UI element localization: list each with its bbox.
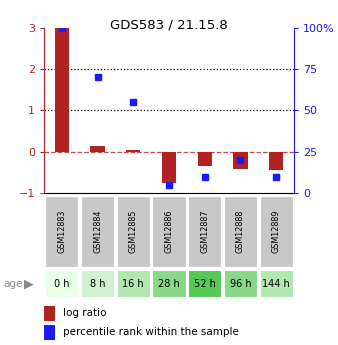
Bar bbox=[45, 196, 78, 267]
Bar bbox=[45, 270, 78, 297]
Bar bbox=[224, 196, 257, 267]
Bar bbox=[44, 306, 55, 321]
Text: log ratio: log ratio bbox=[63, 308, 106, 318]
Bar bbox=[90, 146, 105, 152]
Bar bbox=[55, 28, 69, 152]
Text: 8 h: 8 h bbox=[90, 279, 105, 289]
Bar bbox=[269, 152, 283, 170]
Bar bbox=[162, 152, 176, 183]
Text: age: age bbox=[3, 279, 23, 289]
Bar bbox=[81, 270, 114, 297]
Text: GSM12889: GSM12889 bbox=[272, 209, 281, 253]
Text: GSM12888: GSM12888 bbox=[236, 209, 245, 253]
Bar bbox=[233, 152, 248, 169]
Bar bbox=[126, 150, 140, 152]
Text: GSM12883: GSM12883 bbox=[57, 209, 66, 253]
Bar bbox=[152, 196, 186, 267]
Bar bbox=[260, 270, 293, 297]
Text: GSM12885: GSM12885 bbox=[129, 209, 138, 253]
Text: 52 h: 52 h bbox=[194, 279, 216, 289]
Bar bbox=[117, 270, 150, 297]
Text: 0 h: 0 h bbox=[54, 279, 70, 289]
Text: 144 h: 144 h bbox=[262, 279, 290, 289]
Bar bbox=[224, 270, 257, 297]
Bar bbox=[198, 152, 212, 166]
Bar bbox=[81, 196, 114, 267]
Text: GSM12886: GSM12886 bbox=[165, 209, 173, 253]
Bar bbox=[117, 196, 150, 267]
Text: GSM12887: GSM12887 bbox=[200, 209, 209, 253]
Text: 28 h: 28 h bbox=[158, 279, 180, 289]
Text: 16 h: 16 h bbox=[122, 279, 144, 289]
Bar bbox=[188, 196, 221, 267]
Text: 96 h: 96 h bbox=[230, 279, 251, 289]
Text: GSM12884: GSM12884 bbox=[93, 209, 102, 253]
Bar bbox=[44, 325, 55, 339]
Text: percentile rank within the sample: percentile rank within the sample bbox=[63, 327, 239, 337]
Bar bbox=[188, 270, 221, 297]
Text: ▶: ▶ bbox=[24, 277, 33, 290]
Bar bbox=[152, 270, 186, 297]
Text: GDS583 / 21.15.8: GDS583 / 21.15.8 bbox=[110, 19, 228, 32]
Bar bbox=[260, 196, 293, 267]
